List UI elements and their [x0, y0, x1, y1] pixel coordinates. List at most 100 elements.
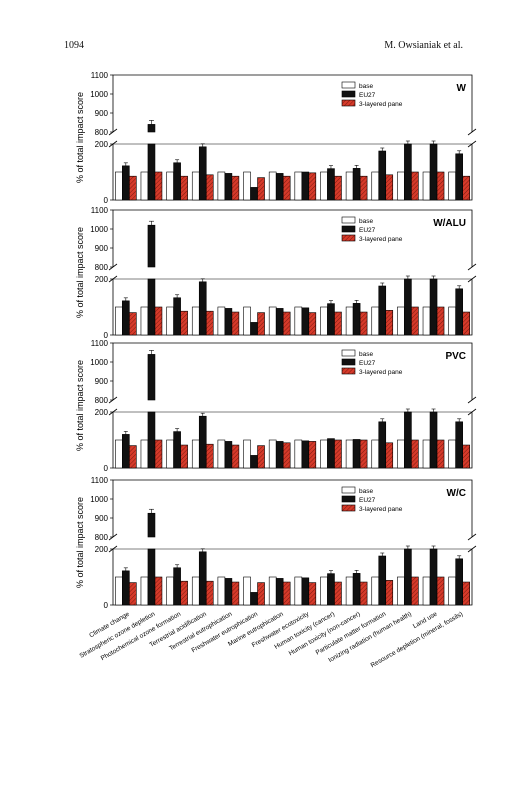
bar-segment	[371, 171, 380, 201]
bar-segment	[243, 306, 251, 336]
bar-3-layered-pane	[334, 175, 342, 201]
bar-3-layered-pane	[257, 582, 265, 606]
bar-segment	[217, 439, 226, 469]
bar-segment	[411, 439, 419, 469]
bar-3-layered-pane	[462, 444, 470, 469]
y-tick-label: 0	[104, 196, 109, 205]
axis-break-mark	[467, 545, 477, 553]
bar-eu27	[327, 438, 335, 469]
bar-segment	[320, 306, 328, 336]
bar-3-layered-pane	[257, 312, 265, 336]
bar-3-layered-pane	[411, 306, 419, 336]
bar-base	[191, 306, 200, 336]
bar-segment	[166, 306, 174, 336]
bar-3-layered-pane	[282, 581, 291, 606]
bar-eu27	[275, 441, 284, 469]
bar-segment	[352, 573, 361, 606]
y-tick-label: 200	[95, 408, 109, 417]
bar-segment	[243, 171, 251, 201]
bar-base	[397, 576, 405, 606]
bar-eu27	[224, 308, 233, 336]
bar-segment	[115, 306, 123, 336]
bar-3-layered-pane	[462, 175, 470, 201]
bar-segment	[327, 438, 335, 469]
bar-segment	[327, 168, 335, 201]
bar-eu27	[301, 577, 310, 606]
bar-segment	[140, 576, 149, 606]
bar-base	[371, 439, 380, 469]
bar-segment	[282, 311, 291, 336]
legend-label: base	[359, 83, 373, 90]
bar-segment	[345, 439, 354, 469]
bar-segment	[268, 306, 277, 336]
legend-swatch	[341, 486, 356, 494]
bar-segment	[231, 444, 240, 469]
bar-segment	[231, 311, 240, 336]
bar-eu27	[404, 408, 412, 469]
bar-segment	[268, 171, 277, 201]
bar-base	[371, 306, 380, 336]
bar-eu27	[250, 455, 258, 469]
bar-segment	[378, 285, 387, 336]
bar-3-layered-pane	[334, 439, 342, 469]
bar-3-layered-pane	[359, 175, 368, 201]
bar-3-layered-pane	[282, 175, 291, 201]
bar-segment	[320, 576, 328, 606]
bar-base	[345, 171, 354, 201]
bar-segment	[217, 576, 226, 606]
x-tick-label: Resource depletion (mineral, fossils)	[370, 611, 465, 670]
bar-eu27	[122, 567, 130, 606]
bar-3-layered-pane	[129, 312, 137, 336]
bar-segment	[359, 439, 368, 469]
legend-label: base	[359, 351, 373, 358]
bar-base	[115, 576, 123, 606]
axis-break-mark	[467, 275, 477, 283]
legend-swatch	[341, 216, 356, 224]
bar-eu27	[122, 162, 130, 201]
bar-3-layered-pane	[180, 580, 188, 606]
bar-base	[217, 306, 226, 336]
legend-swatch	[341, 81, 356, 89]
y-tick-label: 1000	[90, 225, 108, 234]
bar-segment	[115, 576, 123, 606]
legend-label: EU27	[359, 92, 376, 99]
bar-eu27	[173, 564, 181, 606]
bar-segment	[294, 576, 303, 606]
bar-3-layered-pane	[180, 175, 188, 201]
bar-3-layered-pane	[359, 439, 368, 469]
bar-base	[115, 306, 123, 336]
bar-segment	[334, 175, 342, 201]
bar-segment	[154, 576, 163, 606]
bar-eu27	[429, 140, 438, 201]
bar-base	[217, 171, 226, 201]
bar-base	[320, 171, 328, 201]
legend-swatch	[341, 358, 356, 366]
bar-segment	[191, 439, 200, 469]
authors: M. Owsianiak et al.	[384, 40, 463, 51]
bar-3-layered-pane	[282, 311, 291, 336]
bar-segment	[173, 567, 181, 606]
legend-swatch	[341, 504, 356, 512]
bar-segment	[217, 171, 226, 201]
bar-segment	[205, 443, 214, 469]
bar-base	[115, 439, 123, 469]
bar-segment	[115, 171, 123, 201]
panel-w: 800 900 1000 1100 0 200 % of total impact scor…	[75, 71, 477, 205]
bar-3-layered-pane	[257, 445, 265, 469]
bar-base	[422, 439, 431, 469]
bar-segment	[140, 171, 149, 201]
bar-3-layered-pane	[411, 576, 419, 606]
bar-3-layered-pane	[231, 175, 240, 201]
bar-segment	[180, 444, 188, 469]
bar-segment	[455, 558, 463, 606]
bar-eu27	[352, 439, 361, 469]
bar-segment	[371, 439, 380, 469]
bar-eu27	[378, 282, 387, 336]
bar-base	[268, 306, 277, 336]
y-tick-label: 200	[95, 275, 109, 284]
bar-segment	[462, 581, 470, 606]
bar-3-layered-pane	[129, 175, 137, 201]
bar-eu27	[198, 143, 207, 201]
bar-segment	[275, 173, 284, 201]
